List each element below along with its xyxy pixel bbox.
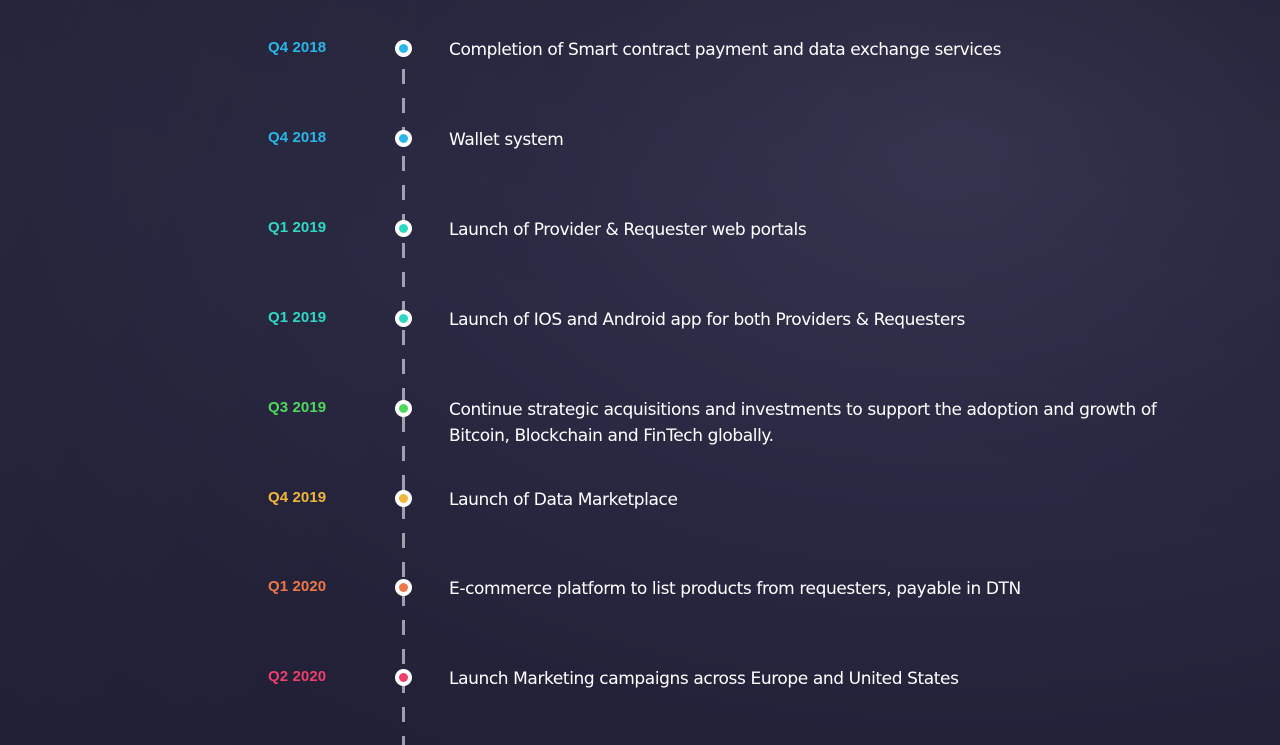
timeline-item: Q1 2019 Launch of Provider & Requester w… [0, 219, 1280, 259]
timeline-date: Q3 2019 [268, 399, 327, 416]
timeline-description: Continue strategic acquisitions and inve… [449, 400, 1157, 446]
timeline-dot-center [399, 134, 408, 143]
timeline-dot [395, 400, 412, 417]
timeline-date: Q1 2020 [268, 578, 327, 595]
timeline-dot [395, 490, 412, 507]
timeline-dot [395, 130, 412, 147]
timeline-item: Q4 2018 Completion of Smart contract pay… [0, 39, 1280, 79]
timeline-item: Q1 2019 Launch of IOS and Android app fo… [0, 309, 1280, 349]
timeline-date: Q1 2019 [268, 309, 327, 326]
timeline-description: Launch of Provider & Requester web porta… [449, 220, 807, 240]
timeline-item: Q3 2019 Continue strategic acquisitions … [0, 399, 1280, 446]
timeline-date: Q2 2020 [268, 668, 327, 685]
timeline-description: Wallet system [449, 130, 564, 150]
timeline-dot-center [399, 494, 408, 503]
timeline-description: Launch Marketing campaigns across Europe… [449, 669, 959, 689]
timeline-dot-center [399, 44, 408, 53]
timeline-description: E-commerce platform to list products fro… [449, 579, 1021, 599]
timeline-item: Q4 2018 Wallet system [0, 129, 1280, 169]
timeline-dot [395, 579, 412, 596]
timeline-description: Completion of Smart contract payment and… [449, 40, 1002, 60]
timeline-date: Q4 2018 [268, 39, 327, 56]
timeline-dot [395, 40, 412, 57]
timeline-dot [395, 310, 412, 327]
timeline-item: Q2 2020 Launch Marketing campaigns acros… [0, 668, 1280, 708]
timeline-item: Q1 2020 E-commerce platform to list prod… [0, 578, 1280, 618]
timeline-dot-center [399, 673, 408, 682]
timeline-dot [395, 669, 412, 686]
timeline-date: Q4 2019 [268, 489, 327, 506]
timeline-item: Q4 2019 Launch of Data Marketplace [0, 489, 1280, 529]
timeline-dot-center [399, 583, 408, 592]
timeline-date: Q4 2018 [268, 129, 327, 146]
timeline-dot-center [399, 314, 408, 323]
timeline-description: Launch of IOS and Android app for both P… [449, 310, 965, 330]
timeline-dashed-line [402, 40, 405, 745]
timeline-dot-center [399, 404, 408, 413]
timeline-dot-center [399, 224, 408, 233]
timeline-description: Launch of Data Marketplace [449, 490, 678, 510]
timeline-dot [395, 220, 412, 237]
timeline-date: Q1 2019 [268, 219, 327, 236]
